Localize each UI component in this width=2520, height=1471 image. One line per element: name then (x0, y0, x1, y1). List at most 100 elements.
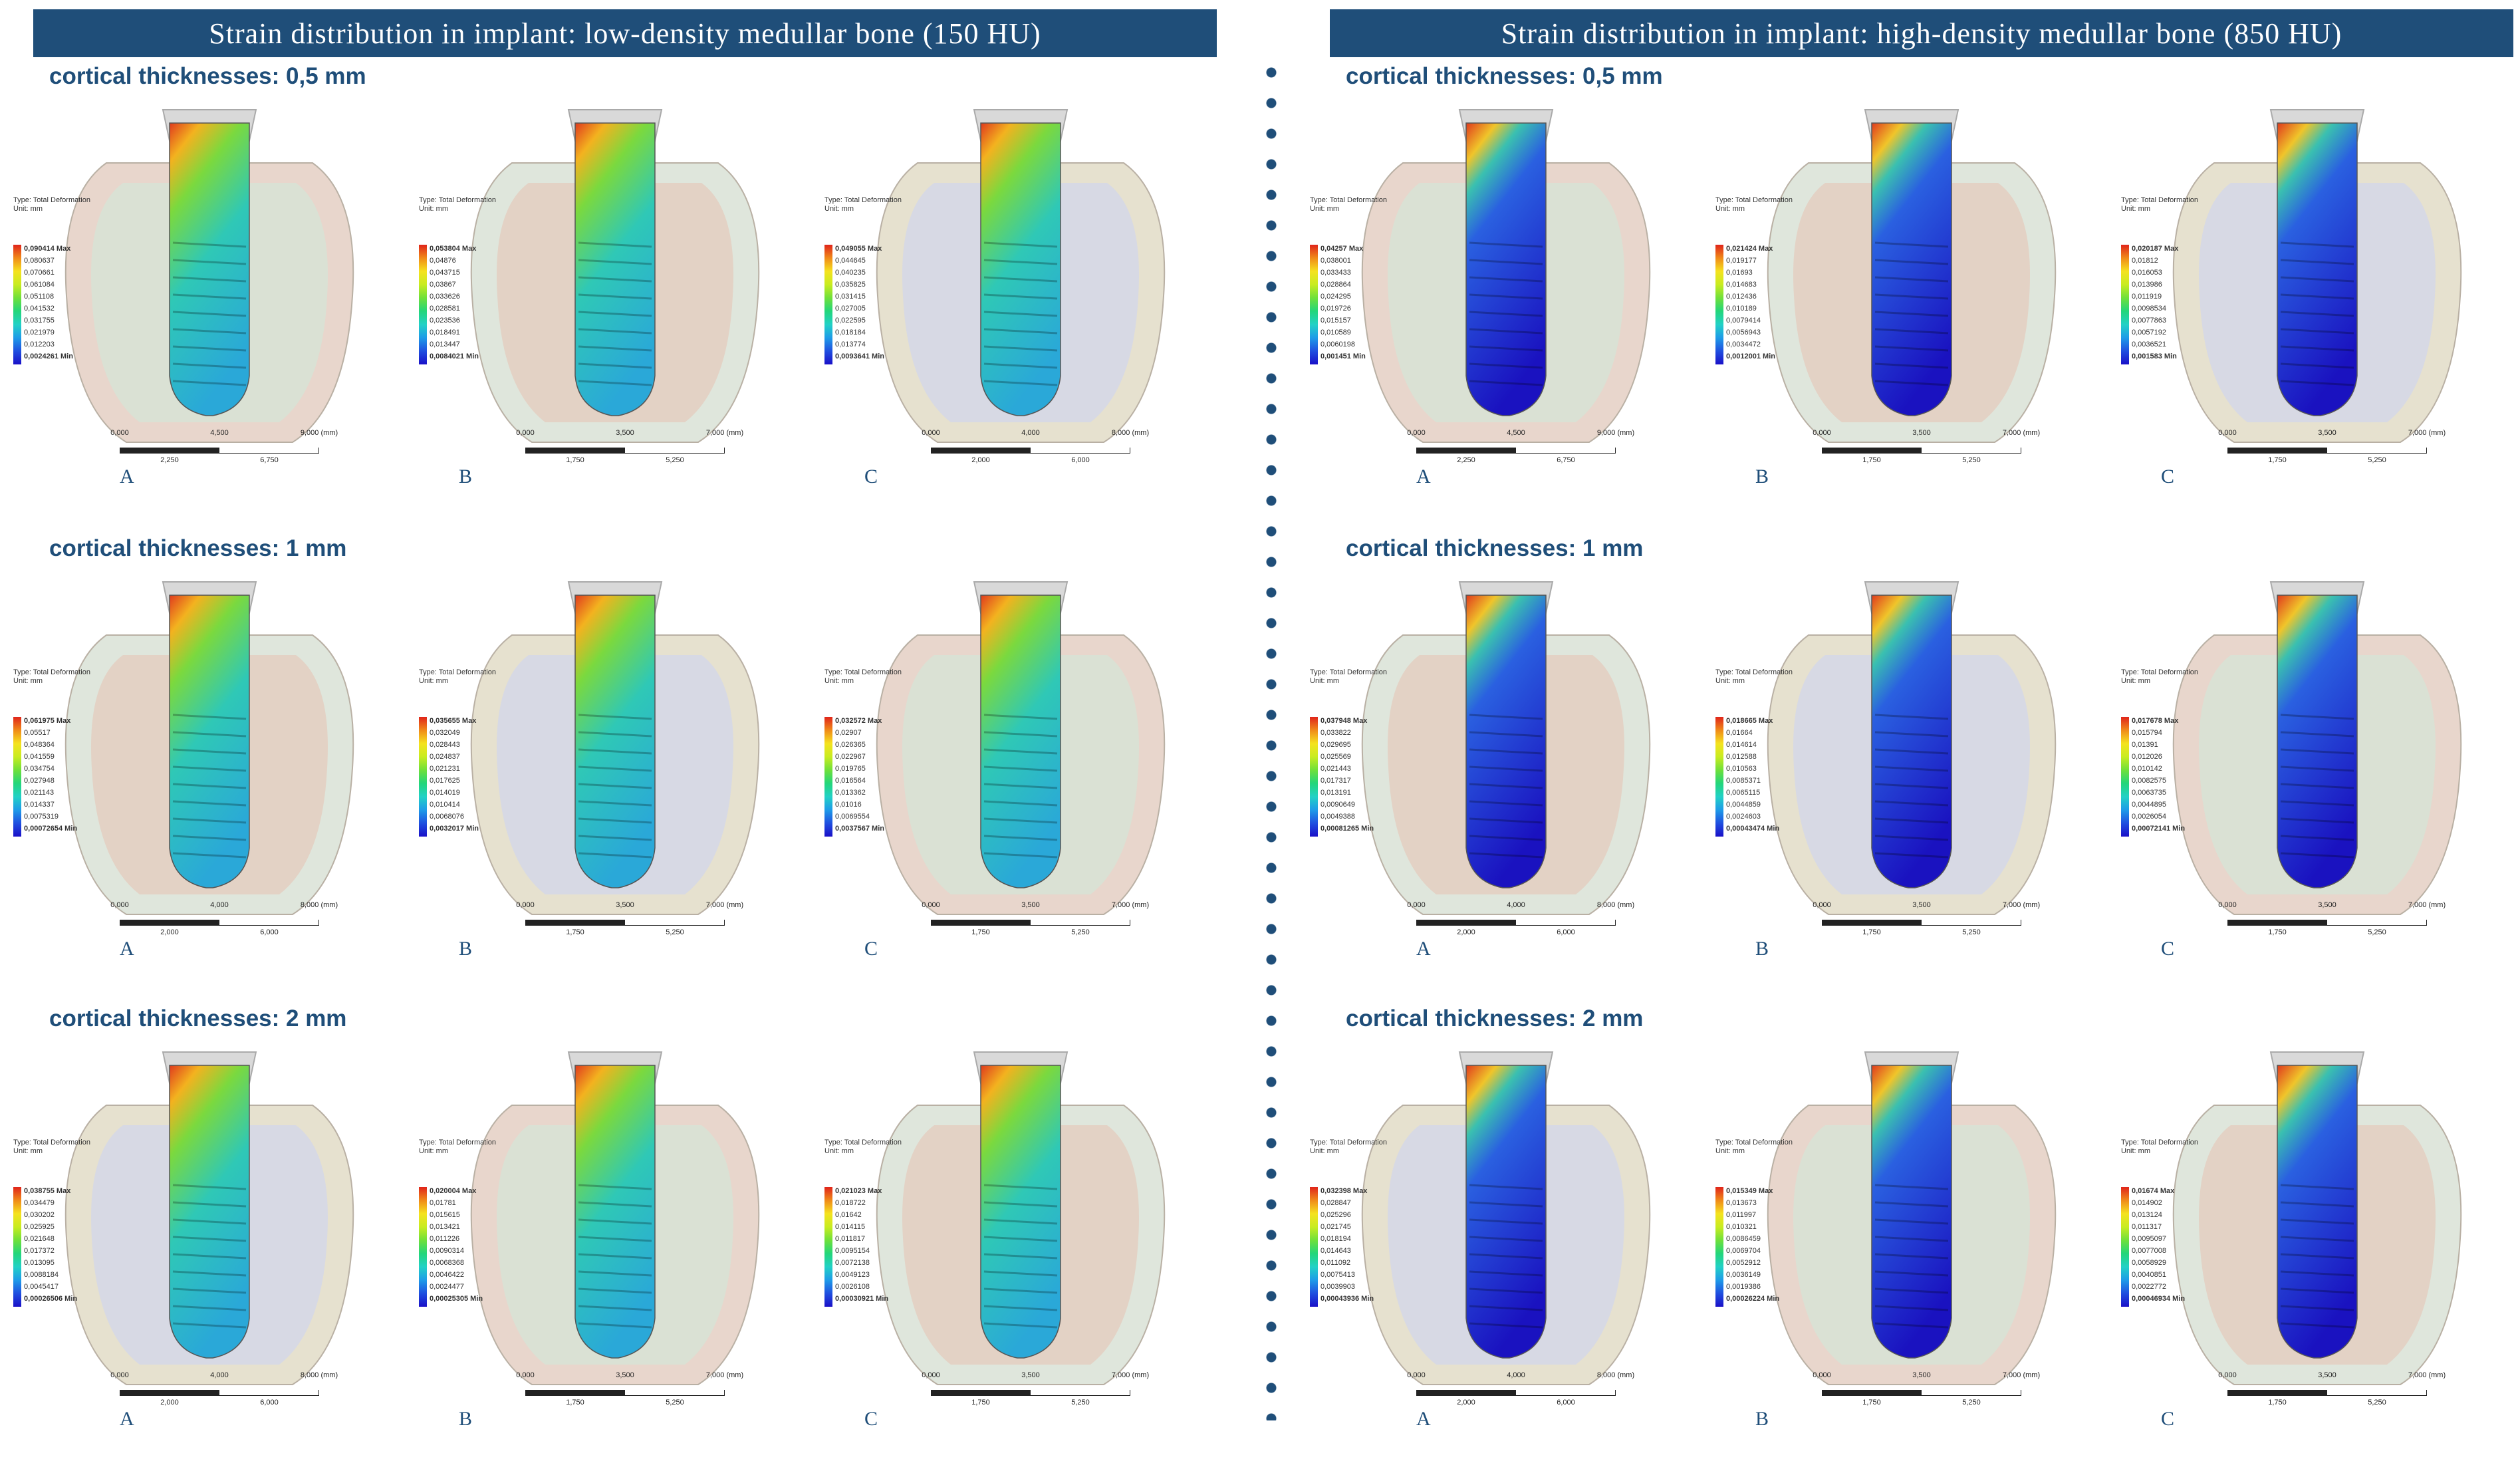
scale-tick-label: 4,000 (210, 901, 229, 909)
deformation-legend: Type: Total Deformation Unit: mm 0,01674… (2121, 1138, 2198, 1307)
scale-sub-label: 1,750 (2268, 1399, 2287, 1406)
scale-tick-label: 0,000 (2218, 901, 2237, 909)
legend-value: 0,01693 (1726, 269, 1753, 277)
simulation-panel: Type: Total Deformation Unit: mm 0,04257… (1310, 96, 1702, 502)
legend-unit: Unit: mm (1715, 1147, 1745, 1155)
implant-body (1871, 122, 1952, 416)
legend-value: 0,0060198 (1321, 340, 1355, 348)
legend-value: 0,0065115 (1726, 789, 1761, 797)
legend-value: 0,014019 (430, 789, 460, 797)
legend-value: 0,021745 (1321, 1223, 1351, 1231)
legend-value: 0,0088184 (24, 1271, 59, 1279)
scale-sub-label: 5,250 (666, 456, 684, 464)
legend-value: 0,015794 (2132, 729, 2162, 737)
legend-value: 0,0022772 (2132, 1283, 2166, 1291)
legend-max-value: 0,015349 Max (1726, 1187, 1773, 1195)
scale-bar: 0,000 4,500 9,000 (mm) 2,250 6,750 (1407, 429, 1634, 466)
legend-value: 0,015615 (430, 1211, 460, 1219)
legend-value: 0,021231 (430, 765, 460, 773)
panel-letter: B (1755, 1408, 1769, 1430)
scale-sub-label: 1,750 (1862, 1399, 1881, 1406)
legend-title: Type: Total Deformation (1310, 668, 1387, 676)
scale-tick-label: 8,000 (mm) (300, 901, 338, 909)
thickness-row: cortical thicknesses: 2 mm Type: Total D… (1297, 1005, 2520, 1471)
scale-tick-label: 7,000 (mm) (705, 901, 744, 909)
scale-tick-label: 0,000 (2218, 1371, 2237, 1379)
legend-value: 0,0068076 (430, 813, 464, 821)
legend-title: Type: Total Deformation (2121, 196, 2198, 204)
legend-value: 0,03867 (430, 281, 456, 289)
legend-value: 0,031755 (24, 317, 55, 325)
scale-sub-label: 2,000 (971, 456, 990, 464)
legend-value: 0,0026108 (835, 1283, 870, 1291)
legend-value: 0,013774 (835, 340, 866, 348)
legend-min-value: 0,00030921 Min (835, 1295, 889, 1303)
legend-value: 0,012588 (1726, 753, 1757, 761)
legend-value: 0,018491 (430, 329, 460, 336)
deformation-legend: Type: Total Deformation Unit: mm 0,09041… (13, 196, 90, 364)
scale-tick-label: 7,000 (mm) (2408, 901, 2446, 909)
scale-bar: 0,000 3,500 7,000 (mm) 1,750 5,250 (2218, 429, 2446, 466)
legend-value: 0,0024477 (430, 1283, 464, 1291)
legend-value: 0,021443 (1321, 765, 1351, 773)
legend-value: 0,033626 (430, 293, 460, 301)
legend-title: Type: Total Deformation (824, 1138, 902, 1146)
scale-sub-label: 1,750 (2268, 928, 2287, 936)
scale-tick-label: 0,000 (110, 1371, 129, 1379)
legend-value: 0,010189 (1726, 305, 1757, 313)
legend-max-value: 0,032572 Max (835, 717, 882, 725)
implant-body (574, 1065, 656, 1359)
legend-value: 0,0056943 (1726, 329, 1761, 336)
legend-max-value: 0,01674 Max (2132, 1187, 2175, 1195)
legend-unit: Unit: mm (419, 205, 448, 213)
legend-value: 0,02907 (835, 729, 862, 737)
scale-sub-label: 5,250 (2368, 928, 2386, 936)
legend-value: 0,01642 (835, 1211, 862, 1219)
scale-tick-label: 3,500 (1912, 901, 1931, 909)
legend-min-value: 0,00072654 Min (24, 825, 78, 833)
legend-max-value: 0,037948 Max (1321, 717, 1368, 725)
legend-value: 0,027005 (835, 305, 866, 313)
legend-value: 0,0069704 (1726, 1247, 1761, 1255)
legend-value: 0,041559 (24, 753, 55, 761)
legend-unit: Unit: mm (824, 677, 854, 685)
panel-letter: A (1416, 466, 1431, 487)
implant-body (2277, 122, 2358, 416)
legend-value: 0,0026054 (2132, 813, 2166, 821)
scale-tick-label: 8,000 (mm) (1596, 901, 1635, 909)
panel-letter: B (459, 938, 473, 960)
legend-min-value: 0,0024261 Min (24, 352, 73, 360)
scale-tick-label: 4,500 (210, 429, 229, 437)
legend-value: 0,021648 (24, 1235, 55, 1243)
scale-tick-label: 8,000 (mm) (1111, 429, 1150, 437)
panel-letter: C (2161, 938, 2175, 960)
deformation-legend: Type: Total Deformation Unit: mm 0,02102… (824, 1138, 902, 1307)
legend-value: 0,044645 (835, 257, 866, 265)
legend-color-bar (13, 245, 21, 364)
legend-max-value: 0,090414 Max (24, 245, 71, 253)
implant-diagram (876, 1051, 1166, 1385)
legend-value: 0,034754 (24, 765, 55, 773)
legend-title: Type: Total Deformation (13, 1138, 90, 1146)
scale-bar: 0,000 3,500 7,000 (mm) 1,750 5,250 (516, 1371, 743, 1408)
panel-letter: A (120, 938, 134, 960)
legend-value: 0,018184 (835, 329, 866, 336)
legend-title: Type: Total Deformation (13, 196, 90, 204)
scale-sub-label: 5,250 (1071, 928, 1090, 936)
legend-value: 0,0036521 (2132, 340, 2166, 348)
scale-sub-label: 2,000 (160, 1399, 179, 1406)
legend-value: 0,0079414 (1726, 317, 1761, 325)
simulation-panel: Type: Total Deformation Unit: mm 0,03257… (824, 569, 1217, 974)
deformation-legend: Type: Total Deformation Unit: mm 0,03257… (824, 668, 902, 837)
legend-value: 0,01016 (835, 801, 862, 809)
row-title: cortical thicknesses: 0,5 mm (1346, 63, 1663, 89)
legend-value: 0,05517 (24, 729, 51, 737)
scale-bar: 0,000 3,500 7,000 (mm) 1,750 5,250 (516, 901, 743, 938)
legend-value: 0,021143 (24, 789, 55, 797)
panel-letter: C (2161, 1408, 2175, 1430)
implant-body (169, 122, 250, 416)
legend-value: 0,012026 (2132, 753, 2162, 761)
implant-diagram (470, 109, 760, 443)
legend-value: 0,0058929 (2132, 1259, 2166, 1267)
legend-max-value: 0,020004 Max (430, 1187, 477, 1195)
